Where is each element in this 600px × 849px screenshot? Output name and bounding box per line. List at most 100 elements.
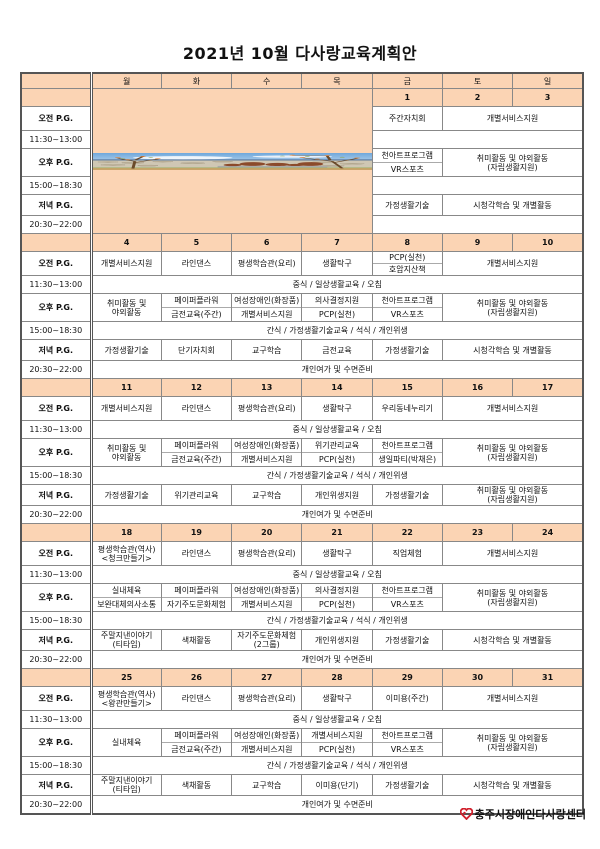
date-row: 25 26 27 28 29 30 31 xyxy=(20,668,584,687)
routine-cell: 중식 / 일상생활교육 / 오침 xyxy=(90,710,584,729)
date-cell: 13 xyxy=(231,378,303,397)
pm-row: 오후 P.G. 실내체육 페이퍼플라워 금전교육(주간) 여성장애인(화장품) 개별서비스… xyxy=(20,728,584,757)
activity-part: VR스포츠 xyxy=(373,742,442,756)
row-label: 저녁 P.G. xyxy=(20,484,93,506)
activity-text: 생활탁구 xyxy=(322,259,352,268)
am-row: 오전 P.G. 평생학습관(역사) <청크만들기> 라인댄스 평생학습관(요리) 생활탁구… xyxy=(20,541,584,566)
activity-part: 개별서비스지원 xyxy=(311,731,363,740)
activity-cell: 색채활동 xyxy=(160,774,233,796)
date-cell: 29 xyxy=(371,668,443,687)
activity-cell: 페이퍼플라워 금전교육(주간) xyxy=(160,728,233,757)
activity-text: 교구학습 xyxy=(251,490,282,500)
weekday-header: 금 xyxy=(371,72,443,89)
activity-cell: 주말지낸이야기 (티타임) xyxy=(90,629,162,651)
row-label: 20:30~22:00 xyxy=(20,215,93,234)
activity-cell: 금전교육 xyxy=(301,339,373,361)
activity-cell: 교구학습 xyxy=(231,484,303,506)
activity-part: 여성장애인(화장품) xyxy=(234,731,300,740)
activity-text: 개별서비스지원 xyxy=(486,549,539,558)
meal1-row: 11:30~13:00 중식 / 일상생활교육 / 오침 xyxy=(20,565,584,584)
split-cell: 개별서비스지원 PCP(실천) xyxy=(302,730,372,756)
activity-cell: 개별서비스지원 PCP(실천) xyxy=(301,728,373,757)
activity-text: (자립생활지원) xyxy=(487,452,538,462)
activity-cell: 직업체험 xyxy=(371,541,443,566)
activity-cell: 취미활동 및 야외활동 (자립생활지원) xyxy=(441,484,584,506)
activity-part: 페이퍼플라워 xyxy=(174,441,219,450)
split-cell: 페이퍼플라워 금전교육(주간) xyxy=(162,295,231,321)
activity-text: 가정생활기술 xyxy=(385,780,430,790)
date-cell: 15 xyxy=(371,378,443,397)
activity-text: (2그룹) xyxy=(253,640,280,649)
activity-cell: 주간자치회 xyxy=(371,106,443,131)
date-row-label xyxy=(20,668,93,687)
activity-part: 실내체육 xyxy=(111,586,142,595)
date-cell: 23 xyxy=(441,523,514,542)
activity-part: VR스포츠 xyxy=(373,307,442,321)
date-cell: 28 xyxy=(301,668,373,687)
row-label: 오전 P.G. xyxy=(20,106,93,131)
date-cell: 27 xyxy=(231,668,303,687)
activity-text: 취미활동 및 야외활동 xyxy=(476,733,549,743)
date-cell: 8 xyxy=(371,233,443,252)
activity-cell: 교구학습 xyxy=(231,774,303,796)
date-cell: 6 xyxy=(231,233,303,252)
org-name: 충주시장애인다사랑센터 xyxy=(474,808,586,821)
activity-text: 가정생활기술 xyxy=(385,345,430,355)
row-label: 오전 P.G. xyxy=(20,396,93,421)
eve-row: 저녁 P.G. 가정생활기술 위기관리교육 교구학습 개인위생지원 가정생활기술 취미활동 … xyxy=(20,484,584,506)
row-label: 오전 P.G. xyxy=(20,541,93,566)
activity-cell: 페이퍼플라워 금전교육(주간) xyxy=(160,438,233,467)
weekday-header: 목 xyxy=(301,72,373,89)
row-label: 15:00~18:30 xyxy=(20,176,93,195)
activity-text: 주간자치회 xyxy=(388,114,426,123)
weekday-header: 월 xyxy=(90,72,162,89)
date-cell: 4 xyxy=(90,233,162,252)
routine-cell xyxy=(371,176,584,195)
activity-cell: 페이퍼플라워 자기주도문화체험 xyxy=(160,583,233,612)
am-row: 오전 P.G. 개별서비스지원 라인댄스 평생학습관(요리) 생활탁구 PCP(실천) 호암… xyxy=(20,251,584,276)
activity-cell: 취미활동 및 야외활동 (자립생활지원) xyxy=(441,148,584,177)
routine-cell: 간식 / 가정생활기술교육 / 석식 / 개인위생 xyxy=(90,756,584,775)
eve-row: 저녁 P.G. 가정생활기술 시청각학습 및 개별활동 xyxy=(20,194,584,216)
activity-part: 페이퍼플라워 xyxy=(174,586,219,595)
row-label: 20:30~22:00 xyxy=(20,505,93,524)
row-label: 15:00~18:30 xyxy=(20,321,93,340)
activity-part: 호암지산책 xyxy=(373,263,442,275)
activity-cell: 천아트프로그램 생일파티(박채은) xyxy=(371,438,443,467)
activity-cell: 라인댄스 xyxy=(160,541,233,566)
row-label: 오후 P.G. xyxy=(20,148,93,177)
meal2-row: 15:00~18:30 xyxy=(20,176,584,195)
row-label: 20:30~22:00 xyxy=(20,650,93,669)
activity-text: 주말지낸이야기 xyxy=(100,631,153,640)
split-cell: 여성장애인(화장품) 개별서비스지원 xyxy=(232,585,301,611)
split-cell: 의사결정지원 PCP(실천) xyxy=(302,585,372,611)
activity-text: 실내체육 xyxy=(111,738,142,747)
date-row: 4 5 6 7 8 9 10 xyxy=(20,233,584,252)
row-label: 저녁 P.G. xyxy=(20,629,93,651)
split-cell: 천아트프로그램 VR스포츠 xyxy=(373,150,442,176)
activity-text: 가정생활기술 xyxy=(385,200,430,210)
routine-cell xyxy=(371,215,584,234)
date-cell: 2 xyxy=(441,88,514,107)
routine-cell: 간식 / 가정생활기술교육 / 석식 / 개인위생 xyxy=(90,466,584,485)
activity-text: 가정생활기술 xyxy=(385,635,430,645)
row-label: 오전 P.G. xyxy=(20,251,93,276)
row-label: 15:00~18:30 xyxy=(20,466,93,485)
activity-text: 라인댄스 xyxy=(181,259,212,268)
meal2-row: 15:00~18:30 간식 / 가정생활기술교육 / 석식 / 개인위생 xyxy=(20,611,584,630)
footer-org: 충주시장애인다사랑센터 xyxy=(459,806,586,822)
activity-text: 이미용(주간) xyxy=(385,694,429,703)
activity-cell: 평생학습관(요리) xyxy=(231,541,303,566)
meal3-row: 20:30~22:00 개인여가 및 수면준비 xyxy=(20,650,584,669)
meal3-row: 20:30~22:00 개인여가 및 수면준비 xyxy=(20,505,584,524)
activity-cell: 취미활동 및 야외활동 xyxy=(90,293,162,322)
activity-text: (자립생활지원) xyxy=(487,307,538,317)
activity-cell: 자기주도문화체험 (2그룹) xyxy=(231,629,303,651)
activity-text: 가정생활기술 xyxy=(104,490,149,500)
activity-text: 시청각학습 및 개별활동 xyxy=(473,780,552,790)
activity-text: (자립생활지원) xyxy=(487,597,538,607)
activity-text: 개별서비스지원 xyxy=(486,114,539,123)
activity-text: 라인댄스 xyxy=(181,404,212,413)
activity-text: 라인댄스 xyxy=(181,694,212,703)
activity-cell: 개인위생지원 xyxy=(301,629,373,651)
